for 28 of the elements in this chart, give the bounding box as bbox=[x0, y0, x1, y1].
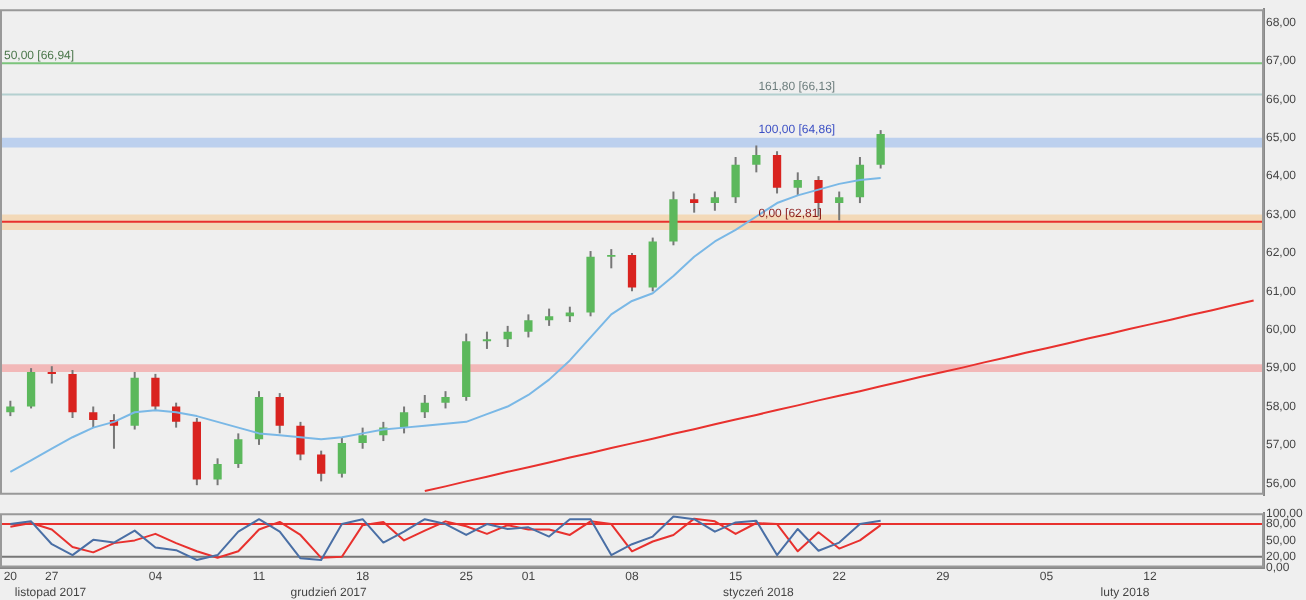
candlestick bbox=[669, 190, 678, 247]
candlestick bbox=[358, 426, 367, 450]
candlestick bbox=[420, 393, 429, 420]
candlestick bbox=[524, 313, 533, 339]
candlestick bbox=[793, 171, 802, 197]
candlestick bbox=[648, 236, 657, 293]
candlestick bbox=[710, 190, 720, 212]
candlestick bbox=[607, 248, 616, 270]
candlestick bbox=[876, 129, 885, 170]
candlestick bbox=[337, 436, 347, 479]
candlestick bbox=[275, 392, 284, 435]
candlestick bbox=[151, 372, 160, 412]
candlestick bbox=[399, 405, 409, 435]
candlestick bbox=[317, 449, 326, 483]
candlestick bbox=[296, 420, 305, 462]
candlestick bbox=[835, 190, 844, 222]
candlestick bbox=[752, 144, 761, 174]
candlestick bbox=[627, 251, 637, 293]
candlestick bbox=[234, 432, 243, 469]
candlestick bbox=[772, 150, 782, 195]
candlestick bbox=[213, 457, 222, 487]
candlestick bbox=[254, 390, 264, 446]
candlestick bbox=[68, 369, 77, 420]
candlestick bbox=[731, 155, 740, 205]
candlestick bbox=[130, 370, 139, 431]
candlestick bbox=[26, 367, 36, 410]
candlestick bbox=[690, 192, 699, 214]
candlestick bbox=[89, 405, 98, 429]
